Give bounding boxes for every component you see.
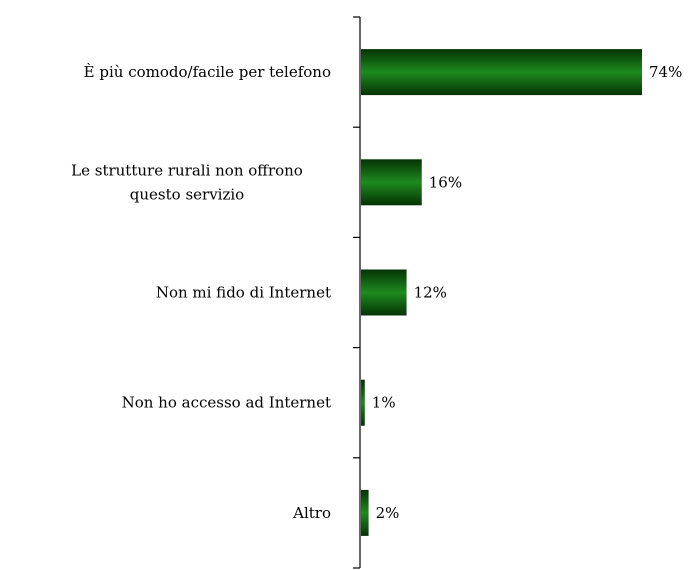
value-label-1: 16% [429, 173, 462, 191]
value-label-0: 74% [649, 63, 682, 81]
category-label-3: Non ho accesso ad Internet [122, 394, 331, 412]
category-label-2: Non mi fido di Internet [156, 284, 331, 302]
category-label-line: Non ho accesso ad Internet [122, 394, 331, 412]
value-label-2: 12% [414, 284, 447, 302]
category-label-line: Le strutture rurali non offrono [71, 161, 303, 179]
category-labels: È più comodo/facile per telefono Le strut… [71, 63, 331, 522]
bar-2 [361, 269, 407, 316]
bar-1 [361, 159, 422, 206]
y-axis [353, 16, 361, 569]
category-label-0: È più comodo/facile per telefono [84, 63, 331, 81]
category-label-line: È più comodo/facile per telefono [84, 63, 331, 81]
bars [361, 49, 642, 536]
category-label-line: questo servizio [130, 185, 244, 203]
bar-4 [361, 489, 369, 536]
category-label-line: Altro [292, 504, 331, 522]
value-label-4: 2% [376, 504, 400, 522]
value-labels: 74% 16% 12% 1% 2% [372, 63, 683, 522]
category-label-1: Le strutture rurali non offrono questo se… [71, 161, 303, 203]
category-label-line: Non mi fido di Internet [156, 284, 331, 302]
bar-0 [361, 49, 642, 96]
value-label-3: 1% [372, 394, 396, 412]
bar-3 [361, 379, 365, 426]
category-label-4: Altro [292, 504, 331, 522]
